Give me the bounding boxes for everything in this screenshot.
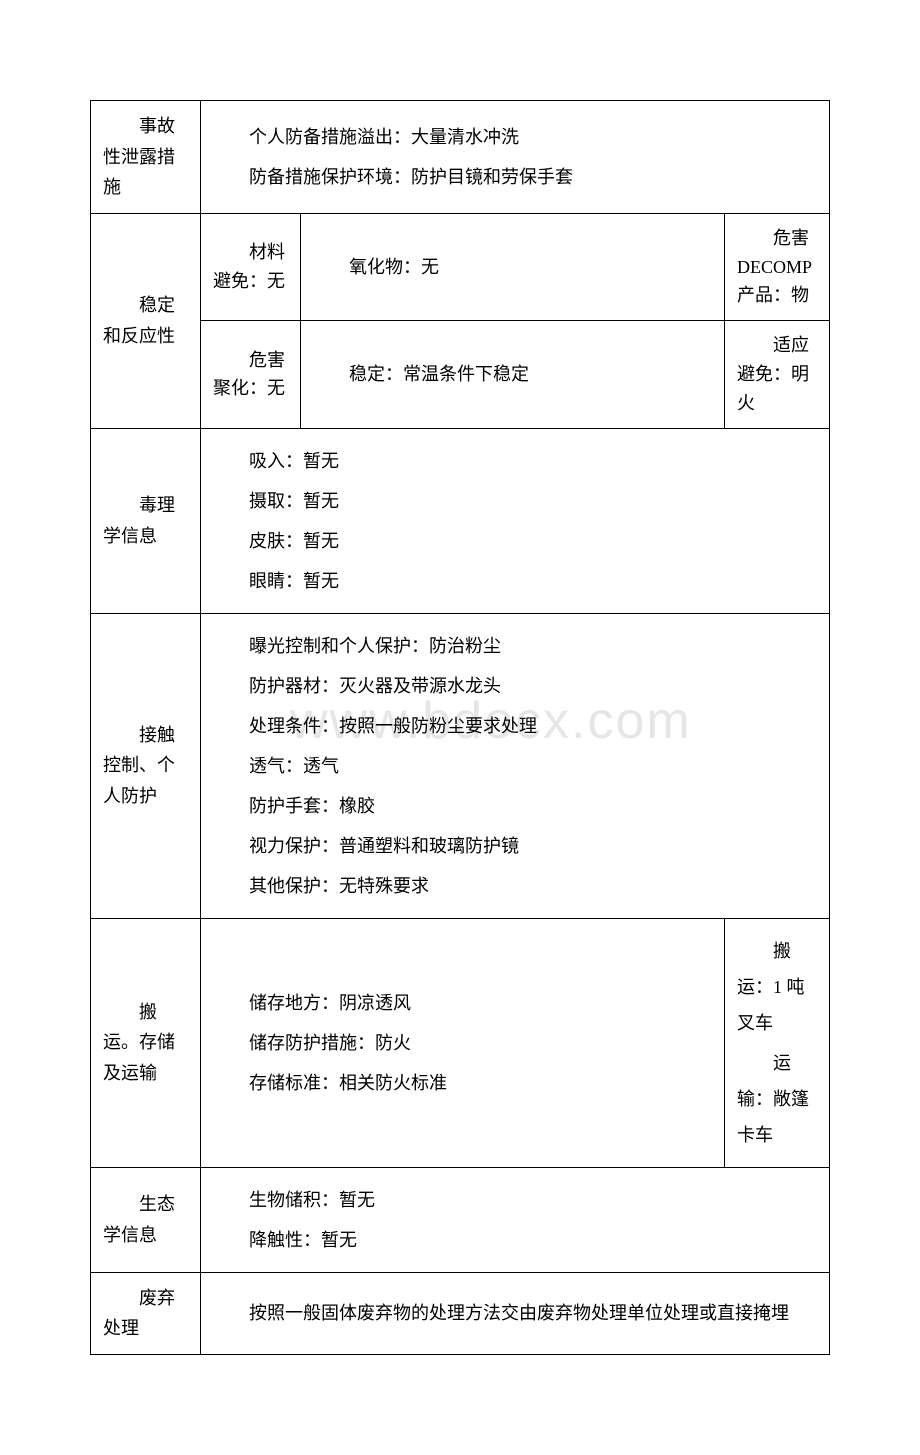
row4-line1: 曝光控制和个人保护：防治粉尘: [213, 628, 817, 664]
row5-left-line3: 存储标准：相关防火标准: [213, 1065, 712, 1101]
row4-content: 曝光控制和个人保护：防治粉尘 防护器材：灭火器及带源水龙头 处理条件：按照一般防…: [201, 613, 830, 918]
row2-r2c1: 危害聚化：无: [201, 321, 301, 428]
row2-r1c1: 材料避免：无: [201, 213, 301, 320]
row5-right-line1: 搬运：1 吨叉车: [737, 933, 817, 1041]
row1-label: 事故性泄露措施: [91, 101, 201, 214]
row6-line2: 降触性：暂无: [213, 1222, 817, 1258]
row5-left-line1: 储存地方：阴凉透风: [213, 985, 712, 1021]
row1-content: 个人防备措施溢出：大量清水冲洗 防备措施保护环境：防护目镜和劳保手套: [201, 101, 830, 214]
row7-content: 按照一般固体废弃物的处理方法交由废弃物处理单位处理或直接掩埋: [201, 1272, 830, 1354]
row4-line7: 其他保护：无特殊要求: [213, 868, 817, 904]
row2-label: 稳定和反应性: [91, 213, 201, 428]
msds-table: 事故性泄露措施 个人防备措施溢出：大量清水冲洗 防备措施保护环境：防护目镜和劳保…: [90, 100, 830, 1355]
row4-line5: 防护手套：橡胶: [213, 788, 817, 824]
row4-line2: 防护器材：灭火器及带源水龙头: [213, 668, 817, 704]
row3-line1: 吸入：暂无: [213, 443, 817, 479]
row3-line2: 摄取：暂无: [213, 483, 817, 519]
row7-label: 废弃处理: [91, 1272, 201, 1354]
row4-label: 接触控制、个人防护: [91, 613, 201, 918]
row5-left-line2: 储存防护措施：防火: [213, 1025, 712, 1061]
row5-right: 搬运：1 吨叉车 运输：敞篷卡车: [725, 918, 830, 1167]
row3-line3: 皮肤：暂无: [213, 523, 817, 559]
row1-line1: 个人防备措施溢出：大量清水冲洗: [213, 119, 817, 155]
row6-label: 生态学信息: [91, 1167, 201, 1272]
row2-r1c2: 氧化物：无: [301, 213, 725, 320]
row3-line4: 眼睛：暂无: [213, 563, 817, 599]
row4-line3: 处理条件：按照一般防粉尘要求处理: [213, 708, 817, 744]
row5-label: 搬运。存储及运输: [91, 918, 201, 1167]
row2-r2c3: 适应避免：明火: [725, 321, 830, 428]
row2-r2c2: 稳定：常温条件下稳定: [301, 321, 725, 428]
row2-r1c3: 危害DECOMP产品：物: [725, 213, 830, 320]
row6-content: 生物储积：暂无 降触性：暂无: [201, 1167, 830, 1272]
row3-label: 毒理学信息: [91, 428, 201, 613]
row5-right-line2: 运输：敞篷卡车: [737, 1045, 817, 1153]
row5-left: 储存地方：阴凉透风 储存防护措施：防火 存储标准：相关防火标准: [201, 918, 725, 1167]
row6-line1: 生物储积：暂无: [213, 1182, 817, 1218]
row4-line4: 透气：透气: [213, 748, 817, 784]
row3-content: 吸入：暂无 摄取：暂无 皮肤：暂无 眼睛：暂无: [201, 428, 830, 613]
row4-line6: 视力保护：普通塑料和玻璃防护镜: [213, 828, 817, 864]
row1-line2: 防备措施保护环境：防护目镜和劳保手套: [213, 159, 817, 195]
